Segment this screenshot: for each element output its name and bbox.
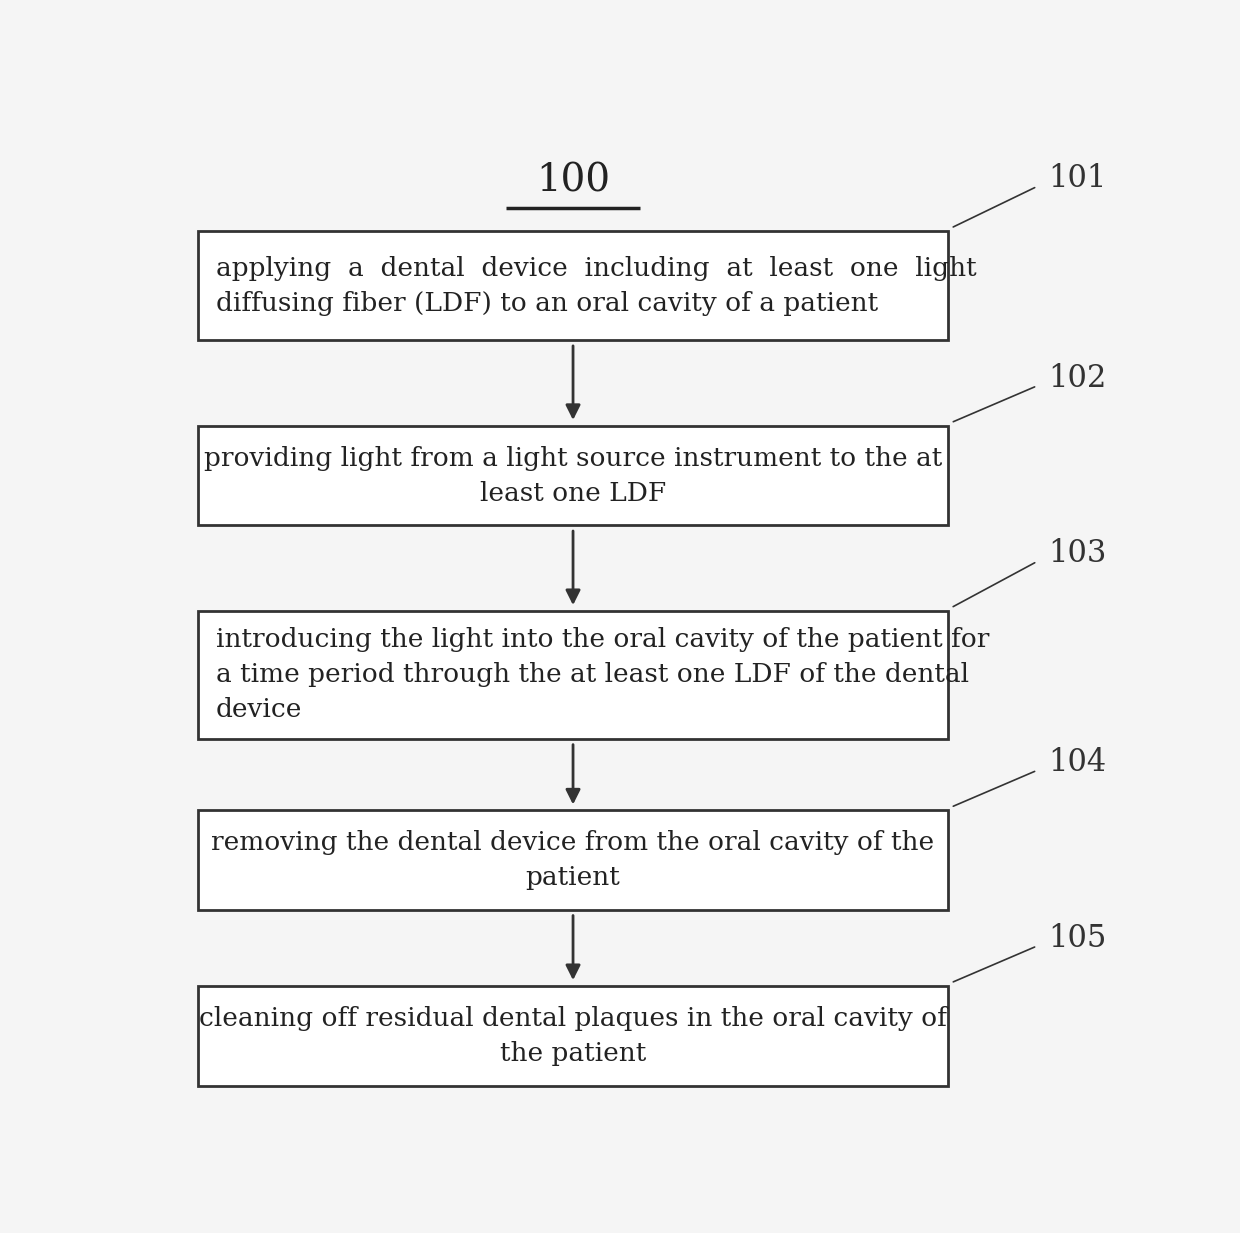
FancyBboxPatch shape bbox=[198, 610, 947, 739]
FancyBboxPatch shape bbox=[198, 231, 947, 340]
Text: applying  a  dental  device  including  at  least  one  light
diffusing fiber (L: applying a dental device including at le… bbox=[216, 255, 976, 316]
Text: introducing the light into the oral cavity of the patient for
a time period thro: introducing the light into the oral cavi… bbox=[216, 628, 990, 723]
FancyBboxPatch shape bbox=[198, 810, 947, 910]
Text: 105: 105 bbox=[1049, 922, 1107, 954]
FancyBboxPatch shape bbox=[198, 425, 947, 525]
Text: cleaning off residual dental plaques in the oral cavity of
the patient: cleaning off residual dental plaques in … bbox=[200, 1006, 947, 1065]
FancyBboxPatch shape bbox=[198, 986, 947, 1085]
Text: providing light from a light source instrument to the at
least one LDF: providing light from a light source inst… bbox=[203, 445, 942, 506]
Text: 103: 103 bbox=[1049, 539, 1107, 570]
Text: 104: 104 bbox=[1049, 747, 1107, 778]
Text: 102: 102 bbox=[1049, 363, 1107, 393]
Text: removing the dental device from the oral cavity of the
patient: removing the dental device from the oral… bbox=[212, 830, 935, 890]
Text: 100: 100 bbox=[536, 163, 610, 200]
Text: 101: 101 bbox=[1049, 163, 1107, 195]
